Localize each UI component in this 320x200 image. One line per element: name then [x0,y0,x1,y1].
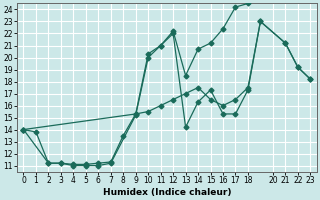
X-axis label: Humidex (Indice chaleur): Humidex (Indice chaleur) [103,188,231,197]
